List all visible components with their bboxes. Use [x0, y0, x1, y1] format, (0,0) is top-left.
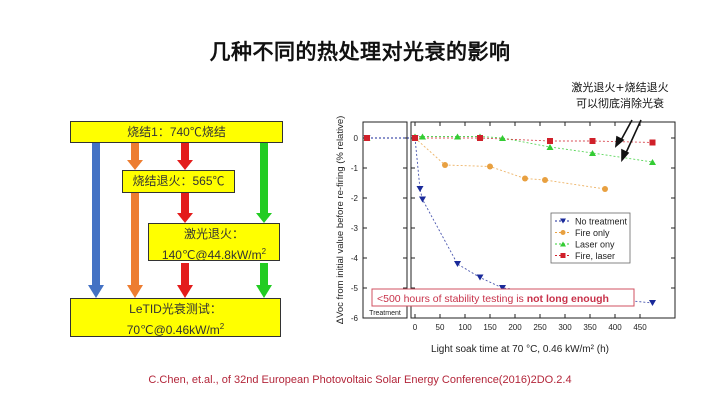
- svg-text:50: 50: [436, 323, 445, 332]
- svg-text:450: 450: [633, 323, 647, 332]
- svg-text:400: 400: [608, 323, 622, 332]
- svg-text:0: 0: [413, 323, 418, 332]
- x-axis-label: Light soak time at 70 °C, 0.46 kW/m² (h): [431, 344, 609, 355]
- svg-text:-2: -2: [351, 194, 359, 203]
- flow-box-letid-test: LeTID光衰测试： 70℃@0.46kW/m2: [70, 298, 281, 337]
- svg-text:150: 150: [483, 323, 497, 332]
- svg-text:200: 200: [508, 323, 522, 332]
- flow-box-letid-test-line2: 70℃@0.46kW/m2: [126, 322, 225, 337]
- callout-box: [371, 288, 635, 307]
- slide-title: 几种不同的热处理对光衰的影响: [209, 40, 511, 64]
- arrow-blue-icon: [88, 143, 104, 298]
- svg-text:-5: -5: [351, 284, 359, 293]
- flow-box-letid-test-line1: LeTID光衰测试：: [129, 302, 222, 316]
- svg-text:0: 0: [354, 134, 359, 143]
- treatment-panel: [362, 121, 408, 319]
- flow-box-laser-anneal-line2: 140℃@44.8kW/m2: [161, 247, 267, 262]
- arrow-red-icon: [177, 143, 193, 298]
- flow-box-laser-anneal: 激光退火： 140℃@44.8kW/m2: [148, 223, 280, 262]
- flow-box-fire-anneal: 烧结退火：565℃: [122, 170, 235, 193]
- citation: C.Chen, et.al., of 32nd European Photovo…: [148, 374, 572, 386]
- flow-box-firing-label: 烧结1：740℃烧结: [127, 125, 226, 139]
- callout-text: <500 hours of stability testing is not l…: [377, 293, 609, 305]
- annotation-arrows-icon: [614, 119, 642, 163]
- svg-text:250: 250: [533, 323, 547, 332]
- svg-text:Fire, laser: Fire, laser: [575, 251, 615, 261]
- svg-text:Fire only: Fire only: [575, 228, 610, 238]
- svg-text:-4: -4: [351, 254, 359, 263]
- y-axis-label: ΔVoc from initial value before re-firing…: [335, 116, 346, 325]
- flow-box-firing: 烧结1：740℃烧结: [70, 121, 283, 143]
- annotation-line-2: 可以彻底消除光衰: [576, 97, 664, 110]
- svg-text:-1: -1: [351, 164, 359, 173]
- flow-box-laser-anneal-line1: 激光退火：: [183, 227, 244, 241]
- svg-text:300: 300: [558, 323, 572, 332]
- svg-text:-6: -6: [351, 314, 359, 323]
- flow-box-fire-anneal-label: 烧结退火：565℃: [132, 174, 225, 188]
- svg-text:No treatment: No treatment: [575, 217, 628, 227]
- svg-text:350: 350: [583, 323, 597, 332]
- treatment-panel-label: Treatment: [369, 310, 401, 317]
- arrow-green-icon: [256, 143, 272, 298]
- plot-frame: [410, 121, 676, 319]
- svg-text:100: 100: [458, 323, 472, 332]
- annotation-note: 激光退火+烧结退火 可以彻底消除光衰: [540, 80, 700, 112]
- svg-text:-3: -3: [351, 224, 359, 233]
- svg-text:Laser ony: Laser ony: [575, 240, 615, 250]
- arrow-orange-icon: [127, 143, 143, 298]
- annotation-line-1: 激光退火+烧结退火: [571, 81, 669, 94]
